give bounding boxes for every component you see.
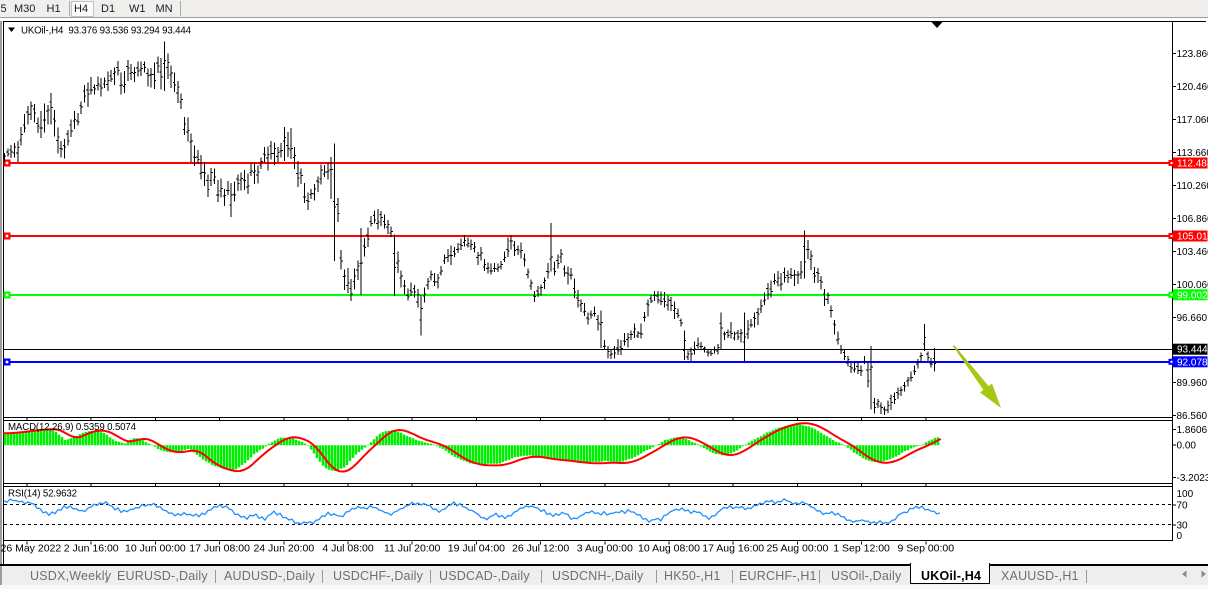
svg-text:11 Jul 20:00: 11 Jul 20:00 — [384, 543, 441, 555]
svg-text:110.260: 110.260 — [1177, 181, 1208, 192]
svg-text:10 Aug 08:00: 10 Aug 08:00 — [638, 543, 700, 555]
svg-text:26 Jul 12:00: 26 Jul 12:00 — [512, 543, 569, 555]
svg-text:10 Jun 00:00: 10 Jun 00:00 — [125, 543, 186, 555]
svg-text:100.060: 100.060 — [1177, 280, 1208, 291]
svg-text:17 Jun 08:00: 17 Jun 08:00 — [189, 543, 250, 555]
svg-text:0: 0 — [1177, 531, 1183, 542]
svg-text:19 Jul 04:00: 19 Jul 04:00 — [448, 543, 505, 555]
svg-text:UKOil-,H4 93.376 93.536 93.29: UKOil-,H4 93.376 93.536 93.294 93.444 — [21, 26, 192, 37]
svg-text:92.078: 92.078 — [1177, 357, 1208, 368]
svg-text:120.460: 120.460 — [1177, 82, 1208, 93]
svg-text:17 Aug 16:00: 17 Aug 16:00 — [702, 543, 764, 555]
svg-text:MACD(12,26,9) 0.5359 0.5074: MACD(12,26,9) 0.5359 0.5074 — [8, 422, 137, 433]
svg-text:100: 100 — [1177, 489, 1194, 500]
svg-text:1 Sep 12:00: 1 Sep 12:00 — [833, 543, 890, 555]
svg-text:1.8606: 1.8606 — [1177, 425, 1208, 436]
svg-text:25 Aug 00:00: 25 Aug 00:00 — [766, 543, 828, 555]
svg-text:26 May 2022: 26 May 2022 — [1, 543, 62, 555]
svg-text:113.660: 113.660 — [1177, 148, 1208, 159]
svg-text:105.011: 105.011 — [1177, 232, 1208, 243]
svg-text:93.444: 93.444 — [1177, 345, 1208, 356]
svg-text:70: 70 — [1177, 500, 1189, 511]
svg-text:-3.2023: -3.2023 — [1177, 473, 1208, 484]
svg-text:2 Jun 16:00: 2 Jun 16:00 — [64, 543, 119, 555]
svg-text:RSI(14) 52.9632: RSI(14) 52.9632 — [8, 489, 77, 500]
svg-text:24 Jun 20:00: 24 Jun 20:00 — [253, 543, 314, 555]
svg-text:30: 30 — [1177, 520, 1189, 531]
svg-text:4 Jul 08:00: 4 Jul 08:00 — [322, 543, 374, 555]
svg-text:117.060: 117.060 — [1177, 115, 1208, 126]
svg-text:0.00: 0.00 — [1177, 441, 1197, 452]
svg-text:103.460: 103.460 — [1177, 247, 1208, 258]
svg-text:112.488: 112.488 — [1177, 159, 1208, 170]
svg-text:89.960: 89.960 — [1177, 378, 1208, 389]
svg-text:86.560: 86.560 — [1177, 411, 1208, 422]
svg-text:99.002: 99.002 — [1177, 290, 1208, 301]
svg-text:123.860: 123.860 — [1177, 49, 1208, 60]
svg-text:9 Sep 00:00: 9 Sep 00:00 — [897, 543, 954, 555]
svg-text:3 Aug 00:00: 3 Aug 00:00 — [577, 543, 633, 555]
svg-text:96.660: 96.660 — [1177, 313, 1208, 324]
svg-text:106.860: 106.860 — [1177, 214, 1208, 225]
